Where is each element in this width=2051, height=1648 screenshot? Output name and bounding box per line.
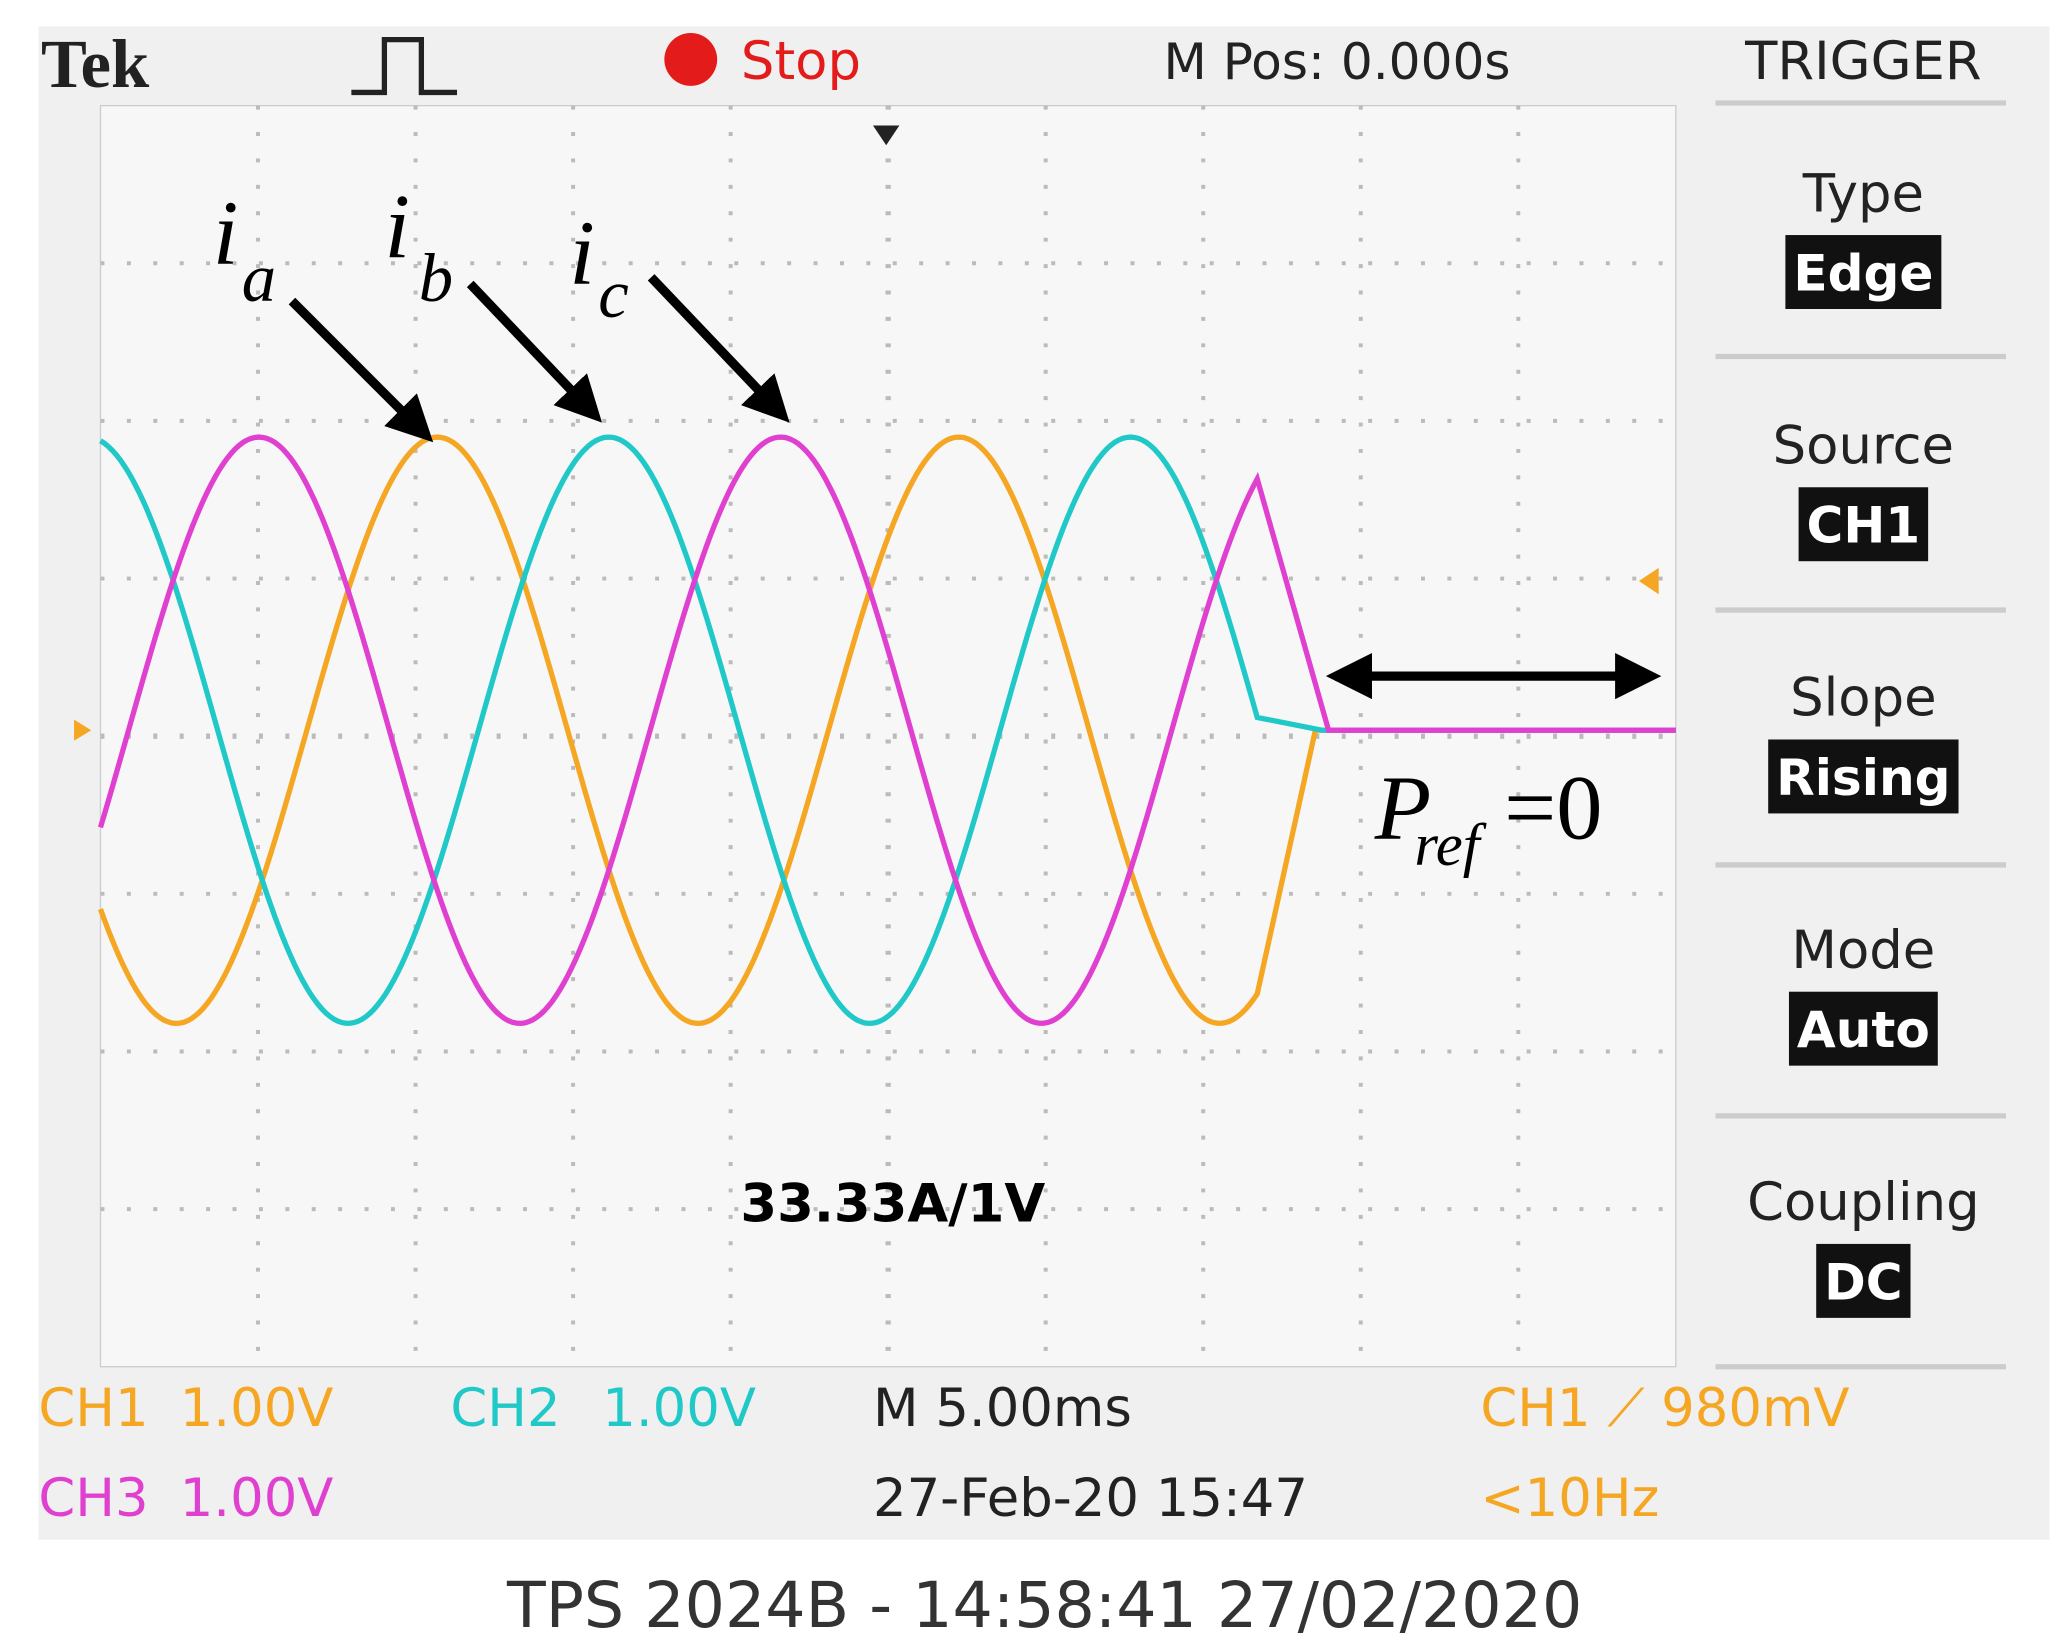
label-ia-sub: a — [242, 240, 276, 316]
waveform — [97, 434, 1676, 1027]
stop-indicator — [664, 33, 718, 86]
date: 27-Feb-20 15:47 — [873, 1468, 1308, 1529]
brand: Tek — [41, 26, 150, 102]
ch1-scale: 1.00V — [180, 1378, 334, 1439]
arrow — [466, 280, 603, 423]
plot-area — [99, 104, 1677, 1368]
waveform — [97, 434, 1676, 1027]
menu-value-box — [1788, 991, 1938, 1066]
frequency: <10Hz — [1480, 1468, 1659, 1529]
menu-label: Slope — [1790, 668, 1937, 729]
trigger-menu: Type Edge Source CH1 Slope Rising Mode Auto Coup… — [1715, 100, 2006, 1370]
annotations: i a i b i c P ref =0 — [213, 176, 1603, 879]
menu-label: Source — [1773, 416, 1954, 477]
scale-label: 33.33A/1V — [740, 1173, 1045, 1234]
trigger-position-marker — [872, 125, 900, 146]
menu-label: Type — [1802, 163, 1924, 224]
label-ib-sub: b — [419, 240, 453, 316]
waveform — [99, 434, 1676, 1027]
status: Stop — [741, 31, 861, 92]
trigger-level-marker — [1638, 567, 1659, 595]
label-pref-rest: =0 — [1504, 757, 1602, 859]
ch3-scale: 1.00V — [180, 1468, 334, 1529]
menu-value: CH1 — [1807, 496, 1921, 555]
menu-value-box — [1816, 1243, 1911, 1318]
label-ib: i — [384, 176, 410, 278]
label-ic: i — [569, 202, 595, 304]
caption: TPS 2024B - 14:58:41 27/02/2020 — [506, 1568, 1582, 1642]
ch2-scale: 1.00V — [602, 1378, 756, 1439]
ch3-label: CH3 — [38, 1468, 148, 1529]
trigger-setting: CH1 ⟋ 980mV — [1480, 1378, 1849, 1439]
pulse-icon — [351, 36, 458, 96]
menu-value-box — [1785, 235, 1942, 309]
menu-value-box — [1798, 487, 1929, 562]
arrow — [647, 274, 790, 423]
menu-label: Coupling — [1747, 1172, 1980, 1233]
arrows — [288, 274, 1662, 700]
label-ic-sub: c — [598, 256, 628, 332]
ch1-label: CH1 — [38, 1378, 148, 1439]
ground-marker — [74, 719, 92, 741]
label-ia: i — [213, 182, 239, 284]
ch2-label: CH2 — [450, 1378, 560, 1439]
traces — [97, 434, 1676, 1027]
label-pref: P — [1374, 757, 1431, 859]
menu-value-box — [1768, 739, 1959, 814]
label-pref-sub: ref — [1414, 812, 1486, 879]
menu-label: Mode — [1791, 920, 1935, 981]
position: M Pos: 0.000s — [1163, 32, 1510, 91]
arrow — [288, 297, 434, 443]
menu-title: TRIGGER — [1744, 31, 1981, 92]
status-bar: CH1 1.00V CH2 1.00V CH3 1.00V M 5.00ms 2… — [38, 1378, 1849, 1529]
menu-value: Edge — [1793, 244, 1933, 303]
menu-value: Auto — [1797, 1000, 1930, 1059]
timebase: M 5.00ms — [873, 1378, 1132, 1439]
menu-value: DC — [1824, 1252, 1902, 1311]
menu-value: Rising — [1776, 748, 1950, 807]
